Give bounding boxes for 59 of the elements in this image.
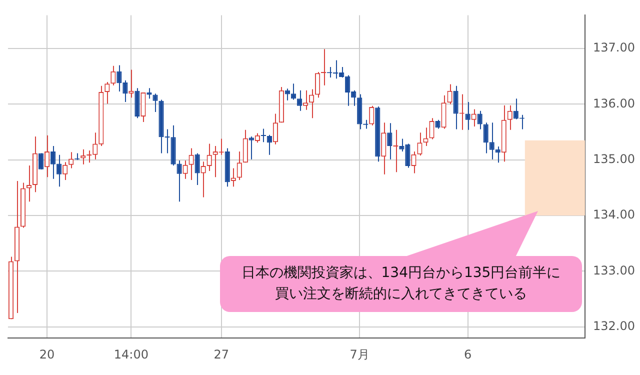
- candlestick: [188, 148, 194, 180]
- candlestick: [152, 93, 158, 113]
- candlestick: [260, 128, 266, 143]
- candlestick: [417, 132, 422, 156]
- x-tick-label: 6: [464, 347, 472, 362]
- candlestick: [110, 65, 116, 86]
- x-tick-label: 14:00: [114, 347, 149, 362]
- candlestick: [236, 151, 242, 180]
- candlestick: [104, 81, 110, 104]
- candlestick: [62, 162, 68, 180]
- x-tick-label: 20: [39, 347, 55, 362]
- candlestick: [176, 160, 182, 202]
- candlestick: [471, 108, 476, 128]
- candlestick: [140, 92, 146, 123]
- candlestick: [50, 145, 56, 180]
- candlestick: [381, 122, 386, 175]
- candlestick: [296, 90, 302, 112]
- candlestick: [68, 152, 74, 169]
- candlestick: [369, 105, 374, 126]
- candlestick: [56, 154, 62, 188]
- candlestick: [266, 134, 272, 156]
- candlestick: [387, 122, 392, 160]
- candlestick: [423, 127, 428, 146]
- candlestick: [26, 164, 32, 202]
- candlestick: [146, 88, 152, 100]
- candlestick: [242, 129, 248, 164]
- candlestick: [248, 136, 254, 160]
- y-tick-label: 133.00: [593, 263, 635, 278]
- y-tick-label: 134.00: [593, 208, 635, 222]
- candlestick: [182, 160, 188, 180]
- candlestick: [441, 94, 446, 130]
- candlestick: [308, 88, 314, 119]
- y-tick-label: 135.00: [593, 152, 635, 166]
- candlestick: [507, 104, 512, 130]
- candlestick: [314, 71, 320, 98]
- candlestick: [290, 83, 296, 100]
- candlestick: [429, 118, 434, 140]
- candlestick: [206, 143, 212, 172]
- candlestick: [200, 161, 206, 198]
- candlestick: [489, 122, 494, 160]
- candlestick: [453, 85, 458, 130]
- y-tick-label: 136.00: [593, 96, 635, 110]
- candlestick: [447, 84, 452, 105]
- candlestick: [477, 110, 482, 130]
- annotation: 日本の機関投資家は、134円台から135円台前半に買い注文を断続的に入れてきてきている: [240, 264, 562, 304]
- y-tick-label: 132.00: [593, 318, 635, 333]
- candlestick: [230, 168, 236, 188]
- candlestick: [134, 88, 140, 119]
- candlestick: [465, 102, 470, 130]
- candlestick: [411, 151, 416, 174]
- candlestick: [272, 113, 278, 145]
- candlestick: [483, 122, 488, 154]
- candlestick: [92, 132, 98, 160]
- x-tick-label: 27: [214, 347, 230, 362]
- candlestick: [44, 134, 50, 178]
- candlestick: [302, 90, 308, 110]
- candlestick: [194, 152, 200, 186]
- x-tick-label: 7月: [350, 347, 370, 362]
- y-tick-label: 137.00: [593, 40, 635, 55]
